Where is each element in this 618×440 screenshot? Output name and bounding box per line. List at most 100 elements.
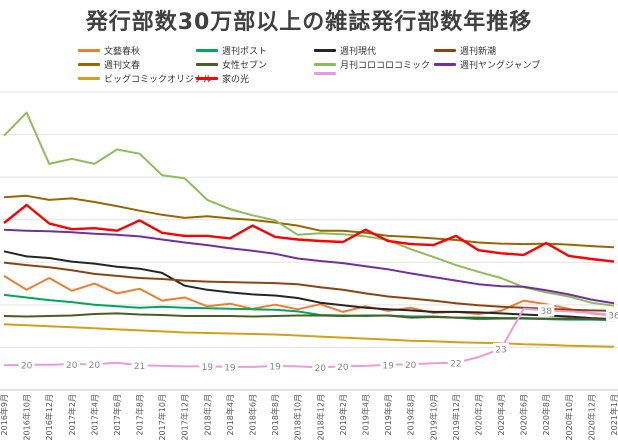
data-label: 19 bbox=[269, 362, 281, 372]
x-tick-label: 2017年10月 bbox=[157, 394, 167, 440]
legend-item: ビッグコミックオリジナル bbox=[78, 72, 212, 85]
x-tick-label: 2020年6月 bbox=[519, 394, 529, 435]
legend-item: 週刊現代 bbox=[314, 44, 376, 57]
data-label-bg bbox=[63, 358, 80, 371]
legend-swatch bbox=[196, 77, 218, 80]
series-line bbox=[3, 111, 615, 307]
legend-item: 週刊ポスト bbox=[196, 44, 267, 57]
x-tick-label: 2017年6月 bbox=[112, 394, 122, 435]
series-line bbox=[3, 307, 615, 369]
series-line bbox=[3, 275, 615, 317]
data-label: 20 bbox=[89, 361, 101, 371]
data-label-bg bbox=[221, 360, 238, 373]
data-label-bg bbox=[606, 308, 618, 321]
legend-swatch bbox=[434, 49, 456, 52]
data-label: 38 bbox=[540, 307, 552, 317]
series-line bbox=[3, 250, 615, 321]
series-line bbox=[3, 261, 615, 312]
data-label-bg bbox=[493, 342, 510, 355]
data-label-bg bbox=[199, 360, 216, 373]
data-label: 22 bbox=[450, 359, 461, 369]
legend-label: 週刊ポスト bbox=[222, 47, 268, 57]
data-label: 20 bbox=[21, 361, 33, 371]
data-label-bg bbox=[402, 358, 419, 371]
data-label: 19 bbox=[202, 363, 214, 373]
legend-label: 文藝春秋 bbox=[104, 47, 141, 57]
x-tick-label: 2020年8月 bbox=[541, 394, 551, 435]
data-label: 21 bbox=[134, 362, 145, 372]
legend-item: 女性セブン bbox=[196, 58, 267, 71]
data-label-bg bbox=[447, 356, 464, 369]
data-label: 19 bbox=[224, 363, 236, 373]
legend-swatch bbox=[196, 49, 218, 52]
x-tick-label: 2016年12月 bbox=[44, 394, 54, 440]
legend-label: 週刊現代 bbox=[340, 47, 377, 57]
series-line bbox=[3, 323, 615, 348]
series-line bbox=[3, 312, 615, 321]
x-tick-label: 2020年2月 bbox=[473, 394, 483, 435]
x-tick-label: 2018年2月 bbox=[202, 394, 212, 435]
data-label: 20 bbox=[66, 361, 78, 371]
data-label: 19 bbox=[382, 361, 394, 371]
legend-label: 女性セブン bbox=[222, 61, 268, 71]
legend-item: 月刊コロコロコミック bbox=[314, 58, 430, 71]
legend-item: 家の光 bbox=[196, 72, 249, 85]
legend-label: 月刊コロコロコミック bbox=[340, 61, 431, 71]
data-label: 20 bbox=[405, 361, 417, 371]
x-tick-label: 2019年10月 bbox=[428, 394, 438, 440]
x-tick-label: 2017年2月 bbox=[67, 394, 77, 435]
x-tick-label: 2017年12月 bbox=[180, 394, 190, 440]
data-label-bg bbox=[131, 359, 148, 372]
data-label-bg bbox=[380, 358, 397, 371]
data-label: 20 bbox=[337, 363, 349, 373]
legend-swatch bbox=[314, 49, 336, 52]
data-label: 23 bbox=[495, 345, 506, 355]
x-tick-label: 2018年8月 bbox=[270, 394, 280, 435]
series-line bbox=[3, 194, 615, 249]
x-tick-label: 2019年12月 bbox=[451, 394, 461, 440]
legend-swatch bbox=[78, 49, 100, 52]
x-tick-label: 2017年8月 bbox=[135, 394, 145, 435]
legend-label: 家の光 bbox=[222, 75, 250, 85]
data-label-bg bbox=[267, 359, 284, 372]
x-tick-label: 2018年4月 bbox=[225, 394, 235, 435]
x-tick-label: 2019年6月 bbox=[383, 394, 393, 435]
x-tick-label: 2020年4月 bbox=[496, 394, 506, 435]
x-tick-label: 2016年10月 bbox=[22, 394, 32, 440]
legend-item: 週刊文春 bbox=[78, 58, 140, 71]
legend-label: 週刊ヤングジャンプ bbox=[460, 61, 541, 71]
legend-item: 週刊新潮 bbox=[434, 44, 496, 57]
x-tick-label: 2019年8月 bbox=[406, 394, 416, 435]
x-tick-label: 2018年12月 bbox=[315, 394, 325, 440]
x-tick-label: 2016年9月 bbox=[0, 394, 9, 435]
legend-label: 週刊新潮 bbox=[460, 47, 497, 57]
legend-label: ビッグコミックオリジナル bbox=[104, 75, 213, 85]
data-label-bg bbox=[334, 360, 351, 373]
x-tick-label: 2021年1月 bbox=[609, 394, 618, 435]
x-tick-label: 2018年6月 bbox=[248, 394, 258, 435]
legend-item: 文藝春秋 bbox=[78, 44, 140, 57]
legend-swatch bbox=[314, 72, 336, 75]
legend-item: 週刊ヤングジャンプ bbox=[434, 58, 540, 71]
data-label-bg bbox=[86, 358, 103, 371]
legend-label: 週刊文春 bbox=[104, 61, 141, 71]
data-label-bg bbox=[312, 361, 329, 374]
legend-swatch bbox=[196, 63, 218, 66]
chart-title: 発行部数30万部以上の雑誌発行部数年推移 bbox=[85, 10, 533, 35]
x-tick-label: 2020年12月 bbox=[586, 394, 596, 440]
series-line bbox=[3, 203, 615, 263]
legend-item bbox=[314, 72, 340, 75]
x-tick-label: 2017年4月 bbox=[89, 394, 99, 435]
legend-swatch bbox=[78, 77, 100, 80]
data-label: 20 bbox=[315, 364, 327, 374]
x-tick-label: 2019年2月 bbox=[338, 394, 348, 435]
legend-swatch bbox=[78, 63, 100, 66]
legend-swatch bbox=[314, 63, 336, 66]
series-line bbox=[3, 228, 615, 305]
x-tick-label: 2020年10月 bbox=[564, 394, 574, 440]
data-label-bg bbox=[538, 304, 555, 317]
x-tick-label: 2018年10月 bbox=[293, 394, 303, 440]
x-tick-label: 2019年4月 bbox=[360, 394, 370, 435]
legend-swatch bbox=[434, 63, 456, 66]
